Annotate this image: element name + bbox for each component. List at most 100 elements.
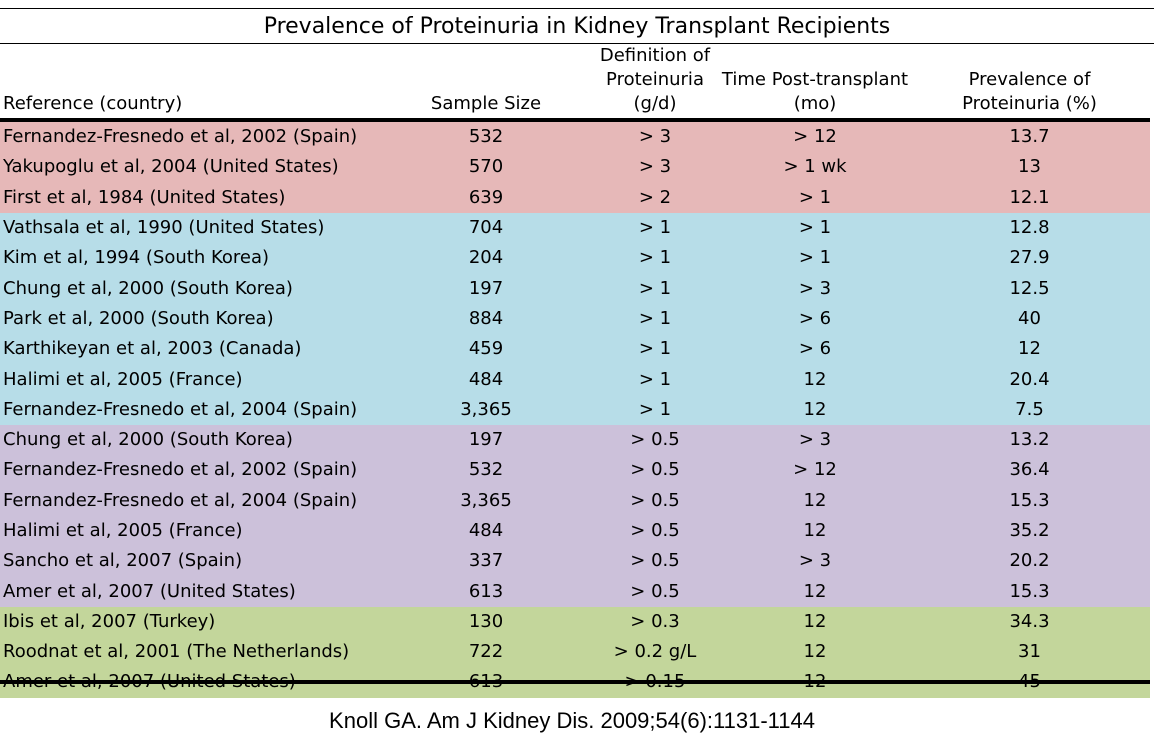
header-row: Reference (country) Sample Size Definiti… [0, 44, 1150, 122]
cell-reference: Yakupoglu et al, 2004 (United States) [0, 152, 383, 183]
cell-reference: Chung et al, 2000 (South Korea) [0, 273, 383, 304]
cell-time: 12 [721, 364, 909, 395]
cell-prevalence: 27.9 [909, 243, 1150, 274]
cell-definition: > 0.5 [589, 424, 721, 456]
cell-reference: Fernandez-Fresnedo et al, 2004 (Spain) [0, 394, 383, 425]
cell-definition: > 1 [589, 243, 721, 274]
cell-prevalence: 20.2 [909, 546, 1150, 577]
cell-time: > 1 [721, 212, 909, 244]
cell-reference: Fernandez-Fresnedo et al, 2002 (Spain) [0, 455, 383, 486]
cell-time: > 3 [721, 424, 909, 456]
cell-time: > 3 [721, 273, 909, 304]
cell-definition: > 1 [589, 334, 721, 365]
header-time-line2: (mo) [793, 93, 837, 114]
cell-time: 12 [721, 394, 909, 425]
cell-sample-size: 459 [383, 334, 589, 365]
cell-prevalence: 7.5 [909, 394, 1150, 425]
table-row: Ibis et al, 2007 (Turkey) 130 > 0.3 12 34.3 [0, 606, 1150, 638]
cell-reference: Fernandez-Fresnedo et al, 2002 (Spain) [0, 120, 383, 153]
cell-prevalence: 15.3 [909, 576, 1150, 607]
cell-reference: Vathsala et al, 1990 (United States) [0, 212, 383, 244]
cell-definition: > 2 [589, 182, 721, 213]
cell-sample-size: 197 [383, 273, 589, 304]
cell-sample-size: 532 [383, 120, 589, 153]
cell-sample-size: 532 [383, 455, 589, 486]
cell-prevalence: 34.3 [909, 606, 1150, 638]
cell-definition: > 0.5 [589, 576, 721, 607]
table-row: Fernandez-Fresnedo et al, 2002 (Spain) 53… [0, 120, 1150, 153]
table-row: Fernandez-Fresnedo et al, 2002 (Spain) 53… [0, 455, 1150, 486]
cell-prevalence: 13.7 [909, 120, 1150, 153]
cell-sample-size: 704 [383, 212, 589, 244]
table-row: Halimi et al, 2005 (France) 484 > 0.5 12 35.… [0, 515, 1150, 547]
cell-reference: Halimi et al, 2005 (France) [0, 515, 383, 547]
cell-prevalence: 13.2 [909, 424, 1150, 456]
table-row: Fernandez-Fresnedo et al, 2004 (Spain) 3,… [0, 394, 1150, 425]
cell-time: 12 [721, 576, 909, 607]
table-row: Chung et al, 2000 (South Korea) 197 > 1 > 3… [0, 273, 1150, 304]
cell-sample-size: 884 [383, 303, 589, 335]
cell-reference: First et al, 1984 (United States) [0, 182, 383, 213]
cell-reference: Sancho et al, 2007 (Spain) [0, 546, 383, 577]
table-row: Chung et al, 2000 (South Korea) 197 > 0.5 >… [0, 424, 1150, 456]
cell-definition: > 1 [589, 212, 721, 244]
cell-reference: Ibis et al, 2007 (Turkey) [0, 606, 383, 638]
header-sample-size: Sample Size [383, 44, 589, 122]
cell-definition: > 3 [589, 120, 721, 153]
cell-prevalence: 12.5 [909, 273, 1150, 304]
table-row: Halimi et al, 2005 (France) 484 > 1 12 20.4 [0, 364, 1150, 395]
cell-sample-size: 484 [383, 364, 589, 395]
cell-reference: Kim et al, 1994 (South Korea) [0, 243, 383, 274]
cell-time: > 12 [721, 120, 909, 153]
table-title: Prevalence of Proteinuria in Kidney Tran… [0, 8, 1154, 44]
cell-sample-size: 613 [383, 576, 589, 607]
cell-definition: > 0.3 [589, 606, 721, 638]
cell-definition: > 1 [589, 303, 721, 335]
cell-time: > 1 [721, 243, 909, 274]
header-prevalence-line1: Prevalence of [968, 69, 1091, 90]
cell-prevalence: 31 [909, 637, 1150, 668]
cell-prevalence: 12 [909, 334, 1150, 365]
cell-sample-size: 570 [383, 152, 589, 183]
cell-definition: > 0.5 [589, 485, 721, 516]
cell-time: > 1 wk [721, 152, 909, 183]
cell-reference: Park et al, 2000 (South Korea) [0, 303, 383, 335]
cell-definition: > 0.2 g/L [589, 637, 721, 668]
header-prevalence-line2: Proteinuria (%) [962, 93, 1097, 114]
table-row: Yakupoglu et al, 2004 (United States) 570… [0, 152, 1150, 183]
table-row: Vathsala et al, 1990 (United States) 704 >… [0, 212, 1150, 244]
cell-sample-size: 130 [383, 606, 589, 638]
proteinuria-table: Reference (country) Sample Size Definiti… [0, 44, 1150, 698]
cell-prevalence: 20.4 [909, 364, 1150, 395]
cell-time: 12 [721, 515, 909, 547]
cell-prevalence: 12.8 [909, 212, 1150, 244]
cell-time: 12 [721, 606, 909, 638]
cell-sample-size: 3,365 [383, 485, 589, 516]
cell-definition: > 0.5 [589, 546, 721, 577]
header-prevalence: Prevalence of Proteinuria (%) [909, 44, 1150, 122]
cell-sample-size: 3,365 [383, 394, 589, 425]
cell-time: 12 [721, 485, 909, 516]
cell-sample-size: 722 [383, 637, 589, 668]
table-row: Kim et al, 1994 (South Korea) 204 > 1 > 1 27… [0, 243, 1150, 274]
header-time: Time Post-transplant (mo) [721, 44, 909, 122]
cell-prevalence: 36.4 [909, 455, 1150, 486]
cell-sample-size: 204 [383, 243, 589, 274]
cell-definition: > 1 [589, 364, 721, 395]
citation: Knoll GA. Am J Kidney Dis. 2009;54(6):11… [329, 708, 815, 733]
table-row: Roodnat et al, 2001 (The Netherlands) 722… [0, 637, 1150, 668]
cell-reference: Karthikeyan et al, 2003 (Canada) [0, 334, 383, 365]
cell-time: > 6 [721, 334, 909, 365]
cell-prevalence: 40 [909, 303, 1150, 335]
cell-definition: > 3 [589, 152, 721, 183]
cell-reference: Chung et al, 2000 (South Korea) [0, 424, 383, 456]
cell-sample-size: 337 [383, 546, 589, 577]
table-body: Fernandez-Fresnedo et al, 2002 (Spain) 53… [0, 120, 1150, 698]
header-definition: Definition of Proteinuria (g/d) [589, 44, 721, 122]
header-definition-line2: Proteinuria (g/d) [606, 69, 704, 114]
cell-reference: Halimi et al, 2005 (France) [0, 364, 383, 395]
cell-sample-size: 484 [383, 515, 589, 547]
cell-reference: Fernandez-Fresnedo et al, 2004 (Spain) [0, 485, 383, 516]
cell-prevalence: 12.1 [909, 182, 1150, 213]
